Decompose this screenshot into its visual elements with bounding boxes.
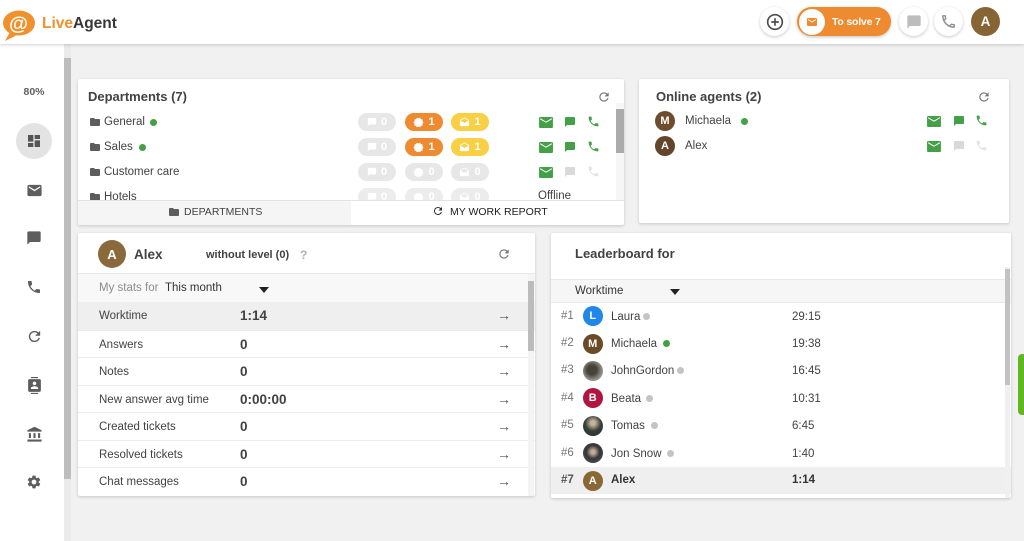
svg-text:LiveAgent: LiveAgent (42, 15, 117, 32)
svg-text:@: @ (9, 13, 28, 35)
